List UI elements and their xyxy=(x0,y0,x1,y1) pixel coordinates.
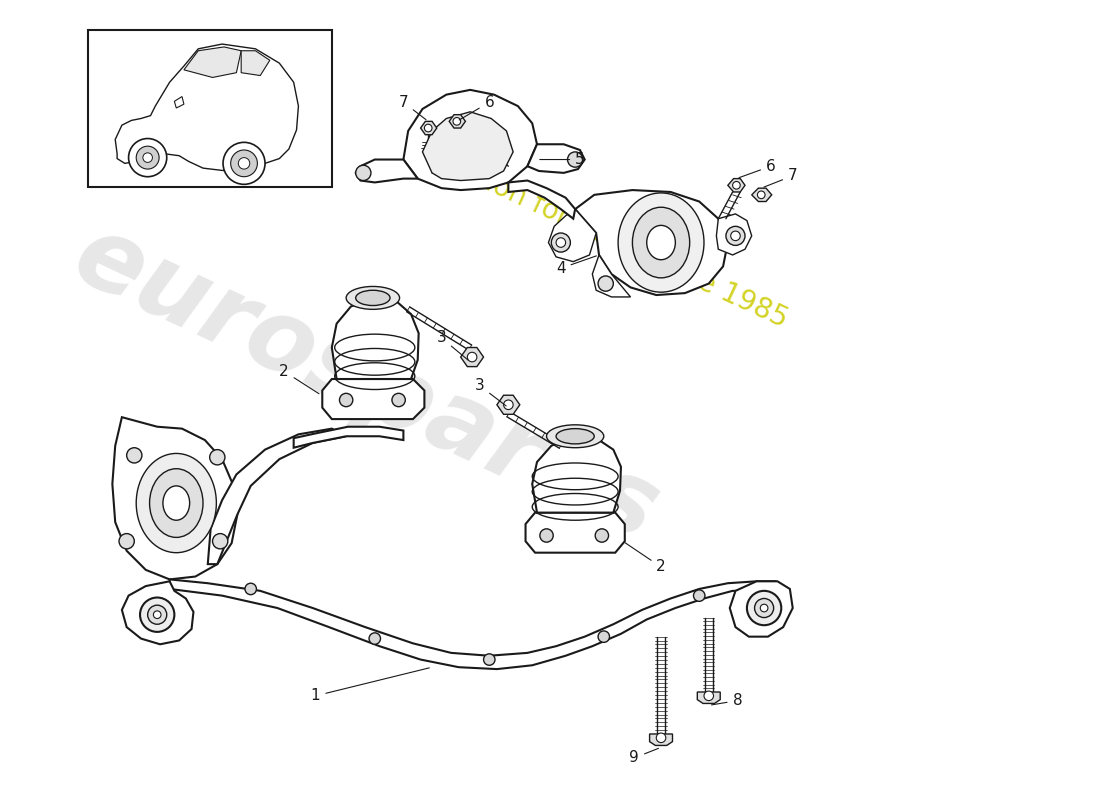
Text: eurospares: eurospares xyxy=(58,207,672,562)
Circle shape xyxy=(223,142,265,184)
Circle shape xyxy=(557,238,565,247)
Polygon shape xyxy=(751,188,772,202)
Circle shape xyxy=(153,611,161,618)
Text: 7: 7 xyxy=(398,94,426,120)
Text: 5: 5 xyxy=(540,152,585,167)
Circle shape xyxy=(425,124,432,132)
Ellipse shape xyxy=(632,207,690,278)
Polygon shape xyxy=(527,144,585,173)
Ellipse shape xyxy=(355,290,390,306)
Polygon shape xyxy=(112,417,238,579)
Circle shape xyxy=(704,691,714,701)
Polygon shape xyxy=(729,582,793,637)
Circle shape xyxy=(504,400,513,410)
Circle shape xyxy=(657,733,665,742)
Circle shape xyxy=(468,352,477,362)
Polygon shape xyxy=(175,97,184,108)
Text: 1: 1 xyxy=(311,668,429,703)
Text: 7: 7 xyxy=(763,168,798,187)
Ellipse shape xyxy=(557,429,594,444)
Circle shape xyxy=(598,631,609,642)
Circle shape xyxy=(355,166,371,181)
Ellipse shape xyxy=(163,486,189,520)
Text: a passion for parts since 1985: a passion for parts since 1985 xyxy=(400,130,792,334)
Polygon shape xyxy=(404,90,537,190)
Circle shape xyxy=(568,152,583,167)
Polygon shape xyxy=(549,209,596,262)
Polygon shape xyxy=(184,47,241,78)
Bar xyxy=(88,30,332,187)
Text: 2: 2 xyxy=(279,364,319,394)
Circle shape xyxy=(245,583,256,594)
Polygon shape xyxy=(355,159,418,182)
Circle shape xyxy=(551,233,571,252)
Polygon shape xyxy=(122,582,194,644)
Text: 8: 8 xyxy=(712,693,743,708)
Polygon shape xyxy=(592,255,630,297)
Circle shape xyxy=(598,276,614,291)
Polygon shape xyxy=(420,122,437,134)
Circle shape xyxy=(368,633,381,644)
Ellipse shape xyxy=(647,226,675,260)
Polygon shape xyxy=(116,44,298,171)
Circle shape xyxy=(755,598,773,618)
Polygon shape xyxy=(208,429,346,564)
Polygon shape xyxy=(650,734,672,746)
Polygon shape xyxy=(294,426,404,448)
Circle shape xyxy=(119,534,134,549)
Circle shape xyxy=(392,394,405,406)
Polygon shape xyxy=(332,298,419,379)
Text: 3: 3 xyxy=(437,330,469,360)
Circle shape xyxy=(129,138,167,177)
Text: 6: 6 xyxy=(739,158,776,178)
Text: 6: 6 xyxy=(459,94,494,120)
Ellipse shape xyxy=(618,193,704,292)
Circle shape xyxy=(136,146,160,169)
Polygon shape xyxy=(322,379,425,419)
Circle shape xyxy=(126,448,142,463)
Circle shape xyxy=(693,590,705,602)
Circle shape xyxy=(595,529,608,542)
Circle shape xyxy=(340,394,353,406)
Circle shape xyxy=(730,231,740,241)
Circle shape xyxy=(231,150,257,177)
Ellipse shape xyxy=(150,469,204,538)
Polygon shape xyxy=(461,347,484,366)
Circle shape xyxy=(733,182,740,189)
Polygon shape xyxy=(728,178,745,192)
Polygon shape xyxy=(575,190,728,295)
Circle shape xyxy=(760,604,768,612)
Circle shape xyxy=(140,598,175,632)
Polygon shape xyxy=(532,436,621,513)
Circle shape xyxy=(758,191,766,198)
Polygon shape xyxy=(497,395,520,414)
Text: 3: 3 xyxy=(475,378,506,406)
Circle shape xyxy=(453,118,461,125)
Polygon shape xyxy=(169,579,778,669)
Circle shape xyxy=(212,534,228,549)
Circle shape xyxy=(143,153,153,162)
Text: 9: 9 xyxy=(629,748,659,766)
Polygon shape xyxy=(526,513,625,553)
Ellipse shape xyxy=(136,454,217,553)
Polygon shape xyxy=(508,181,575,218)
Text: 2: 2 xyxy=(625,542,666,574)
Ellipse shape xyxy=(547,425,604,448)
Circle shape xyxy=(147,605,167,624)
Circle shape xyxy=(484,654,495,666)
Circle shape xyxy=(540,529,553,542)
Circle shape xyxy=(210,450,225,465)
Ellipse shape xyxy=(346,286,399,310)
Circle shape xyxy=(239,158,250,169)
Polygon shape xyxy=(241,50,270,75)
Polygon shape xyxy=(422,112,513,181)
Polygon shape xyxy=(716,214,751,255)
Polygon shape xyxy=(449,114,465,128)
Circle shape xyxy=(747,591,781,626)
Polygon shape xyxy=(697,692,720,703)
Text: 4: 4 xyxy=(556,256,596,276)
Circle shape xyxy=(726,226,745,246)
